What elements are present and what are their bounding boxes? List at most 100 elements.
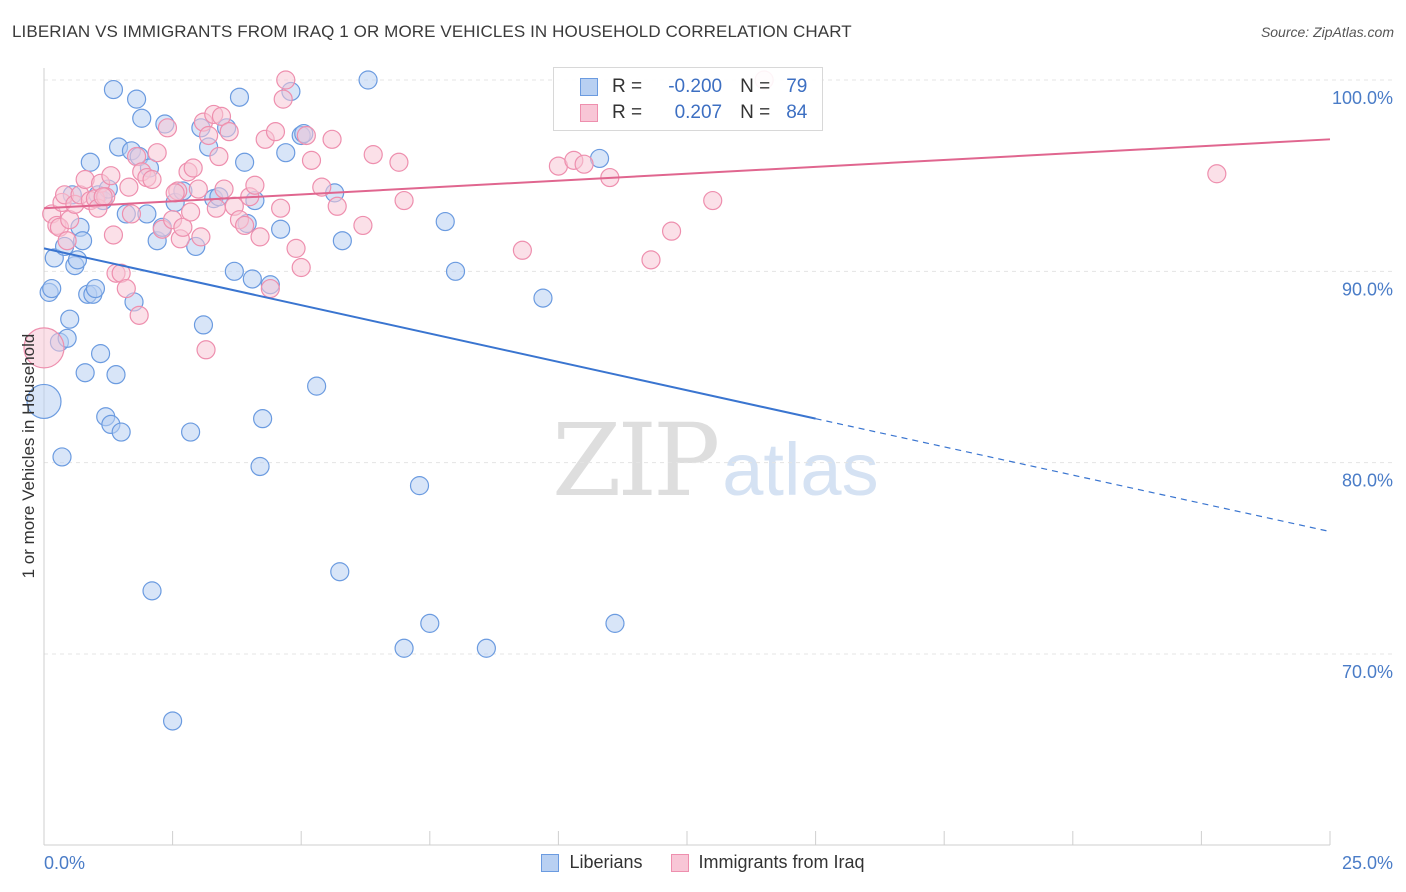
data-point — [191, 227, 211, 247]
data-point — [85, 278, 106, 299]
data-point — [42, 278, 62, 299]
trend-lines — [43, 138, 1331, 533]
data-point — [229, 87, 250, 107]
data-point — [273, 89, 293, 109]
legend-n-value: 79 — [786, 76, 808, 97]
data-point — [165, 183, 185, 203]
y-axis-label: 1 or more Vehicles in Household — [19, 334, 38, 579]
data-point — [1207, 164, 1227, 184]
data-point — [196, 340, 216, 360]
legend-r-value: -0.200 — [668, 76, 723, 97]
data-point — [147, 143, 167, 163]
x-tick-label: 0.0% — [44, 853, 85, 873]
data-point — [327, 196, 347, 216]
data-point — [93, 187, 113, 207]
trend-line-liberians — [43, 247, 816, 420]
data-point — [219, 122, 239, 142]
data-point — [332, 231, 352, 251]
data-point — [163, 711, 183, 731]
data-point — [271, 198, 291, 218]
y-tick-label: 80.0% — [1342, 471, 1393, 491]
data-point — [90, 344, 111, 364]
data-point — [330, 562, 350, 582]
data-point — [211, 106, 232, 126]
data-point — [132, 108, 152, 128]
data-point — [250, 227, 270, 247]
data-point — [52, 447, 72, 467]
data-point — [142, 581, 162, 601]
data-point — [60, 309, 80, 329]
trend-line-liberians-extension — [815, 418, 1331, 533]
data-point — [409, 476, 430, 496]
legend-n-label: N = — [740, 102, 771, 123]
data-point — [420, 613, 440, 633]
data-point — [358, 70, 378, 90]
axis-labels: 70.0% 80.0% 90.0% 100.0% 0.0% 25.0% 1 or more … — [19, 88, 1393, 873]
data-point — [394, 638, 414, 658]
legend-item-liberians[interactable]: Liberians — [541, 852, 643, 873]
axes — [43, 68, 1331, 846]
data-point — [214, 179, 234, 199]
data-point — [121, 204, 142, 224]
data-point — [119, 177, 139, 197]
data-point — [476, 638, 496, 658]
data-point — [389, 152, 409, 172]
stats-legend: R = -0.200 N = 79 R = 0.207 N = 84 — [553, 67, 823, 131]
data-point — [307, 376, 327, 396]
data-point — [235, 215, 255, 236]
data-point — [253, 409, 273, 429]
data-point — [80, 152, 100, 172]
data-point — [116, 278, 136, 299]
data-point — [183, 158, 203, 178]
data-point — [103, 79, 124, 100]
y-tick-label: 70.0% — [1342, 662, 1393, 682]
data-point — [533, 288, 553, 308]
data-point — [276, 143, 296, 163]
data-point — [157, 118, 178, 138]
data-point — [242, 269, 262, 289]
data-point — [75, 363, 95, 383]
legend-n-label: N = — [740, 76, 771, 97]
legend-item-iraq[interactable]: Immigrants from Iraq — [670, 852, 865, 873]
data-point — [301, 150, 322, 170]
data-point — [435, 211, 455, 232]
data-point — [250, 456, 270, 477]
data-point — [224, 261, 244, 281]
data-point — [101, 166, 121, 186]
data-point — [23, 327, 65, 369]
data-point — [641, 250, 661, 270]
data-point — [605, 613, 625, 633]
legend-r-label: R = — [612, 76, 643, 97]
legend-swatch-pink — [580, 104, 598, 122]
legend-r-value: 0.207 — [674, 102, 723, 123]
legend-row-liberians: R = -0.200 N = 79 — [580, 75, 807, 99]
data-point — [129, 305, 149, 325]
data-point — [661, 221, 682, 241]
chart-title: LIBERIAN VS IMMIGRANTS FROM IRAQ 1 OR MO… — [12, 22, 852, 41]
series-legend: Liberians Immigrants from Iraq — [0, 852, 1406, 873]
data-point — [703, 190, 723, 211]
data-point — [574, 154, 594, 174]
data-point — [512, 240, 532, 260]
data-point — [188, 179, 208, 199]
x-tick-label: 25.0% — [1342, 853, 1393, 873]
data-point — [265, 122, 286, 142]
data-point — [286, 238, 306, 258]
data-point — [322, 129, 342, 149]
legend-swatch-pink — [670, 853, 689, 872]
data-point — [394, 190, 414, 211]
data-point — [181, 422, 201, 442]
data-point — [235, 152, 255, 172]
trend-line-iraq — [43, 138, 1331, 210]
data-point — [26, 383, 62, 420]
y-tick-label: 90.0% — [1342, 279, 1393, 299]
legend-swatch-blue — [580, 78, 598, 96]
data-point — [445, 261, 466, 281]
data-point — [126, 89, 147, 109]
data-point — [312, 177, 332, 197]
watermark: ZIPatlas — [552, 402, 879, 519]
data-point — [199, 125, 219, 146]
legend-r-label: R = — [612, 102, 643, 123]
y-tick-label: 100.0% — [1332, 88, 1393, 108]
